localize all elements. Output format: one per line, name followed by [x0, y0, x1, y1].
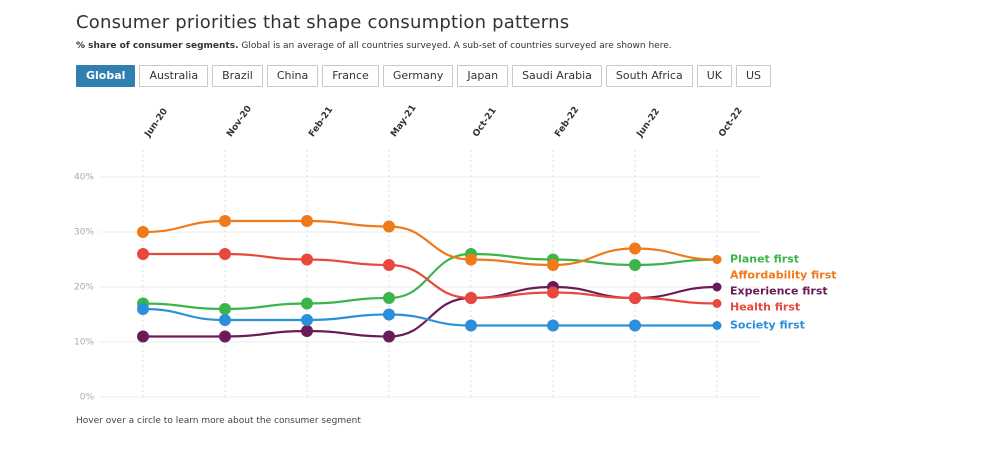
data-point[interactable] — [383, 220, 395, 233]
tab-button[interactable]: UK — [696, 65, 732, 87]
legend-label: Experience first — [730, 285, 828, 298]
data-point[interactable] — [219, 330, 231, 343]
data-point[interactable] — [219, 303, 231, 315]
data-point[interactable] — [712, 282, 722, 292]
data-point[interactable] — [547, 319, 559, 332]
data-point[interactable] — [219, 248, 231, 260]
data-point[interactable] — [629, 319, 641, 332]
tab-button[interactable]: China — [266, 65, 319, 87]
y-tick-label: 10% — [74, 338, 94, 348]
legend-label: Affordability first — [730, 269, 837, 282]
tab-button[interactable]: Germany — [382, 65, 454, 87]
tab-bar: Global Australia Brazil China France Germany J… — [76, 65, 772, 87]
data-point[interactable] — [137, 248, 149, 260]
data-point[interactable] — [383, 292, 395, 304]
tab-button[interactable]: Global — [76, 65, 136, 87]
data-point[interactable] — [383, 259, 395, 271]
tab-button[interactable]: Japan — [457, 65, 509, 87]
data-point[interactable] — [137, 330, 149, 343]
y-tick-label: 0% — [80, 393, 95, 403]
y-tick-label: 20% — [74, 283, 94, 293]
data-point[interactable] — [301, 215, 313, 227]
data-point[interactable] — [301, 253, 313, 266]
data-point[interactable] — [383, 308, 395, 321]
data-point[interactable] — [301, 314, 313, 326]
tab-button[interactable]: South Africa — [605, 65, 693, 87]
tab-button[interactable]: Brazil — [212, 65, 263, 87]
y-tick-label: 40% — [74, 173, 94, 183]
x-tick-label: Jun-22 — [635, 107, 662, 140]
data-point[interactable] — [301, 297, 313, 310]
y-tick-label: 30% — [74, 228, 94, 238]
note: Hover over a circle to learn more about … — [76, 416, 361, 426]
x-tick-label: Nov-20 — [225, 104, 254, 139]
tab-button[interactable]: France — [322, 65, 379, 87]
series-line — [143, 252, 718, 305]
data-point[interactable] — [219, 314, 231, 326]
x-tick-label: Feb-21 — [307, 105, 335, 139]
legend-label: Society first — [730, 319, 805, 332]
data-point[interactable] — [629, 242, 641, 255]
chart-title: Consumer priorities that shape consumpti… — [76, 12, 570, 33]
data-point[interactable] — [301, 325, 313, 337]
x-tick-label: May-21 — [389, 103, 418, 139]
x-tick-label: Oct-21 — [471, 106, 498, 139]
tab-button[interactable]: US — [735, 65, 772, 87]
x-tick-label: Oct-22 — [717, 106, 744, 139]
x-tick-label: Feb-22 — [553, 105, 581, 139]
data-point[interactable] — [712, 255, 722, 264]
data-point[interactable] — [383, 330, 395, 343]
series-line — [142, 252, 718, 311]
data-point[interactable] — [137, 226, 149, 238]
data-point[interactable] — [547, 259, 559, 271]
tab-button[interactable]: Australia — [139, 65, 209, 87]
series-line — [142, 307, 717, 327]
tab-button[interactable]: Saudi Arabia — [512, 65, 602, 87]
x-tick-label: Jun-20 — [143, 107, 170, 140]
subtitle: % share of consumer segments. Global is … — [76, 41, 672, 51]
data-point[interactable] — [465, 253, 477, 266]
legend-label: Planet first — [730, 253, 799, 266]
data-point[interactable] — [629, 259, 641, 271]
data-point[interactable] — [137, 303, 149, 315]
data-point[interactable] — [465, 292, 477, 304]
data-point[interactable] — [712, 321, 722, 330]
series-line — [142, 219, 718, 267]
data-point[interactable] — [712, 299, 722, 308]
data-point[interactable] — [465, 319, 477, 332]
subtitle-lead: % share of consumer segments. — [76, 41, 239, 51]
data-point[interactable] — [629, 292, 641, 304]
legend-label: Health first — [730, 301, 800, 314]
data-point[interactable] — [219, 215, 231, 227]
data-point[interactable] — [547, 286, 559, 299]
subtitle-text: Global is an average of all countries su… — [241, 41, 672, 51]
